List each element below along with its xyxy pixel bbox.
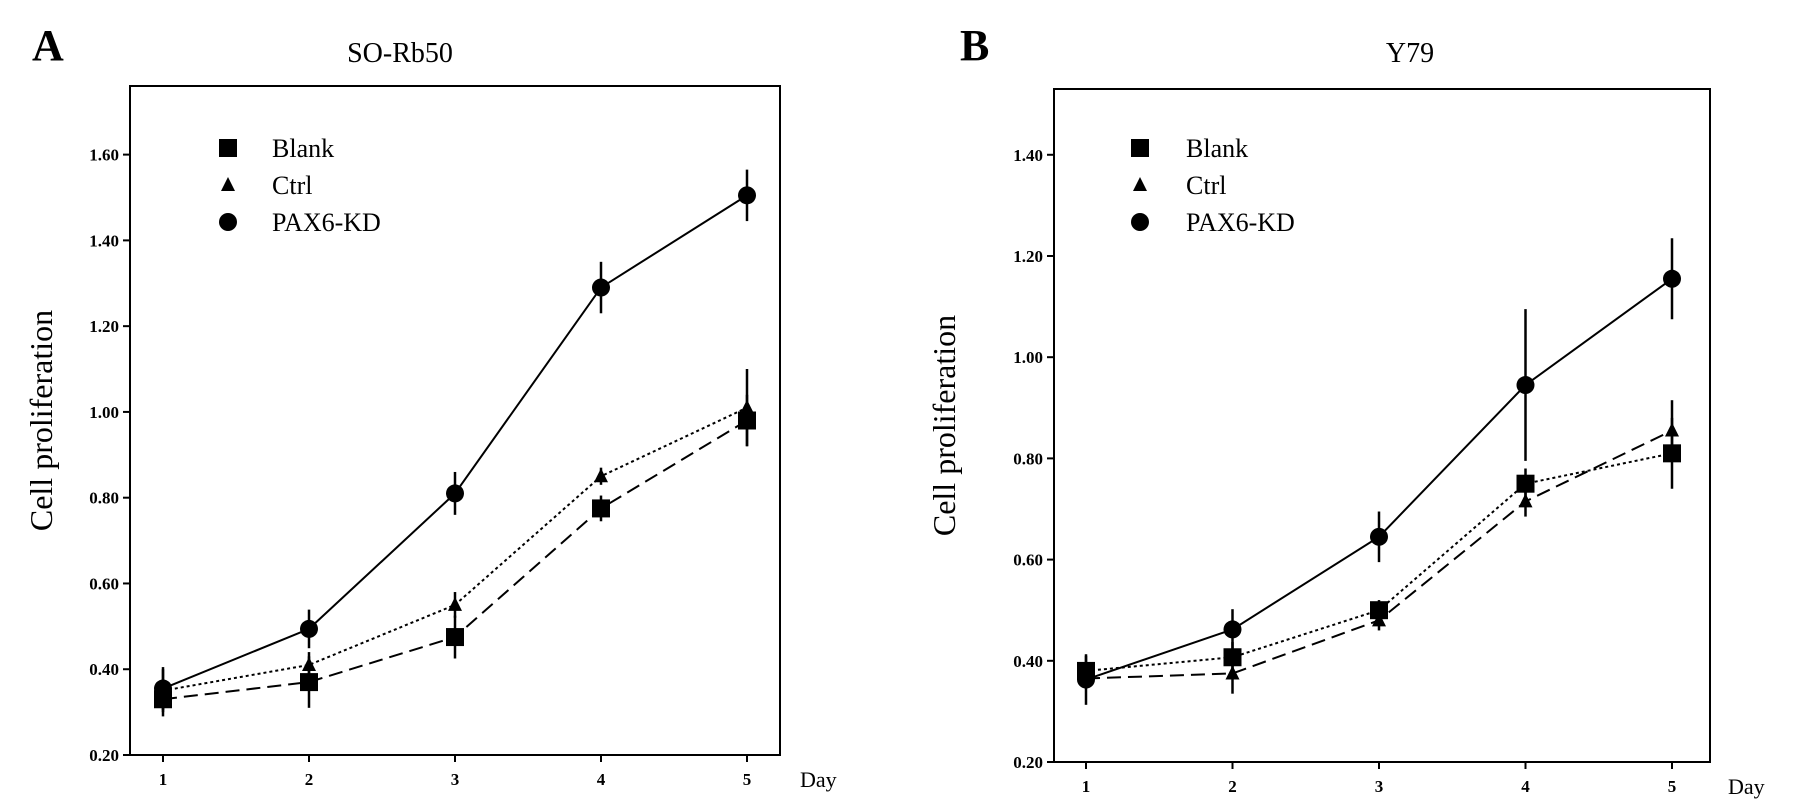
legend-item: Blank <box>219 134 334 163</box>
legend-item: Ctrl <box>1133 171 1226 200</box>
data-point-square <box>592 499 610 518</box>
data-point-circle <box>1223 620 1242 639</box>
series-pax6-kd <box>154 169 756 710</box>
data-point-circle <box>300 619 318 638</box>
legend-item: PAX6-KD <box>1131 208 1295 237</box>
legend-square-icon <box>219 139 237 157</box>
data-point-triangle <box>448 596 462 611</box>
data-point-square <box>1516 474 1535 493</box>
y-axis-label: Cell proliferation <box>926 315 962 536</box>
plot-frame <box>1053 88 1711 763</box>
data-point-triangle <box>1518 493 1533 508</box>
y-tick-label: 0.40 <box>89 660 119 679</box>
series-blank <box>154 394 756 717</box>
legend-circle-icon <box>1131 213 1149 231</box>
legend-square-icon <box>1131 139 1149 157</box>
data-point-circle <box>1516 376 1535 395</box>
x-tick-label: 3 <box>451 770 460 789</box>
chart-title: SO-Rb50 <box>347 38 453 69</box>
panel-a: A SO-Rb50 Cell proliferation 0.20 0.40 0.60 0.… <box>23 21 837 792</box>
x-tick-label: 5 <box>1668 777 1677 796</box>
y-tick-label: 1.40 <box>89 231 119 250</box>
x-tick-label: 4 <box>597 770 606 789</box>
legend-triangle-icon <box>221 177 235 191</box>
legend-label: PAX6-KD <box>272 208 381 237</box>
y-tick-label: 0.80 <box>1013 449 1043 468</box>
data-point-circle <box>1663 269 1681 288</box>
data-point-circle <box>592 278 610 297</box>
legend-item: Ctrl <box>221 171 312 200</box>
y-tick-label: 0.80 <box>89 489 119 508</box>
x-tick-label: 1 <box>1082 777 1091 796</box>
y-tick-label: 1.00 <box>1013 348 1043 367</box>
y-tick-label: 0.60 <box>1013 551 1043 570</box>
legend-triangle-icon <box>1133 177 1147 191</box>
y-tick-label: 1.20 <box>89 317 119 336</box>
panel-b: B Y79 Cell proliferation 0.20 0.40 0.60 0.80 1.… <box>926 21 1765 799</box>
y-tick-label: 1.40 <box>1013 146 1043 165</box>
data-point-triangle <box>1225 665 1240 680</box>
legend-label: Blank <box>272 134 334 163</box>
legend-label: Ctrl <box>272 171 312 200</box>
x-axis-label: Day <box>1728 774 1765 799</box>
data-point-circle <box>738 186 756 205</box>
data-point-square <box>446 628 464 647</box>
legend-label: PAX6-KD <box>1186 208 1295 237</box>
data-point-circle <box>154 679 172 698</box>
legend-circle-icon <box>219 213 237 231</box>
y-tick-label: 1.60 <box>89 146 119 165</box>
data-point-square <box>300 673 318 692</box>
data-point-circle <box>1077 670 1095 689</box>
x-axis-label: Day <box>800 767 837 792</box>
x-tick-label: 2 <box>1228 777 1237 796</box>
y-tick-label: 0.60 <box>89 574 119 593</box>
y-tick-label: 0.40 <box>1013 652 1043 671</box>
panel-label: B <box>960 21 989 70</box>
data-point-triangle <box>1372 612 1386 627</box>
legend-label: Blank <box>1186 134 1248 163</box>
x-tick-label: 4 <box>1521 777 1530 796</box>
legend-item: Blank <box>1131 134 1248 163</box>
legend-item: PAX6-KD <box>219 208 381 237</box>
data-point-triangle <box>1665 422 1679 437</box>
data-point-triangle <box>302 656 316 671</box>
chart-title: Y79 <box>1386 38 1434 69</box>
y-tick-label: 0.20 <box>1013 753 1043 772</box>
x-tick-label: 1 <box>159 770 168 789</box>
y-axis-label: Cell proliferation <box>23 310 59 531</box>
series-ctrl <box>156 369 754 713</box>
x-tick-label: 2 <box>305 770 314 789</box>
data-point-circle <box>1370 527 1388 546</box>
data-point-circle <box>446 484 464 503</box>
y-tick-label: 1.20 <box>1013 247 1043 266</box>
series-pax6-kd <box>1077 238 1681 705</box>
data-point-triangle <box>740 399 754 414</box>
legend-label: Ctrl <box>1186 171 1226 200</box>
x-tick-label: 5 <box>743 770 752 789</box>
y-tick-label: 1.00 <box>89 403 119 422</box>
data-point-triangle <box>594 468 608 483</box>
x-tick-label: 3 <box>1375 777 1384 796</box>
panel-label: A <box>32 21 64 70</box>
y-tick-label: 0.20 <box>89 746 119 765</box>
